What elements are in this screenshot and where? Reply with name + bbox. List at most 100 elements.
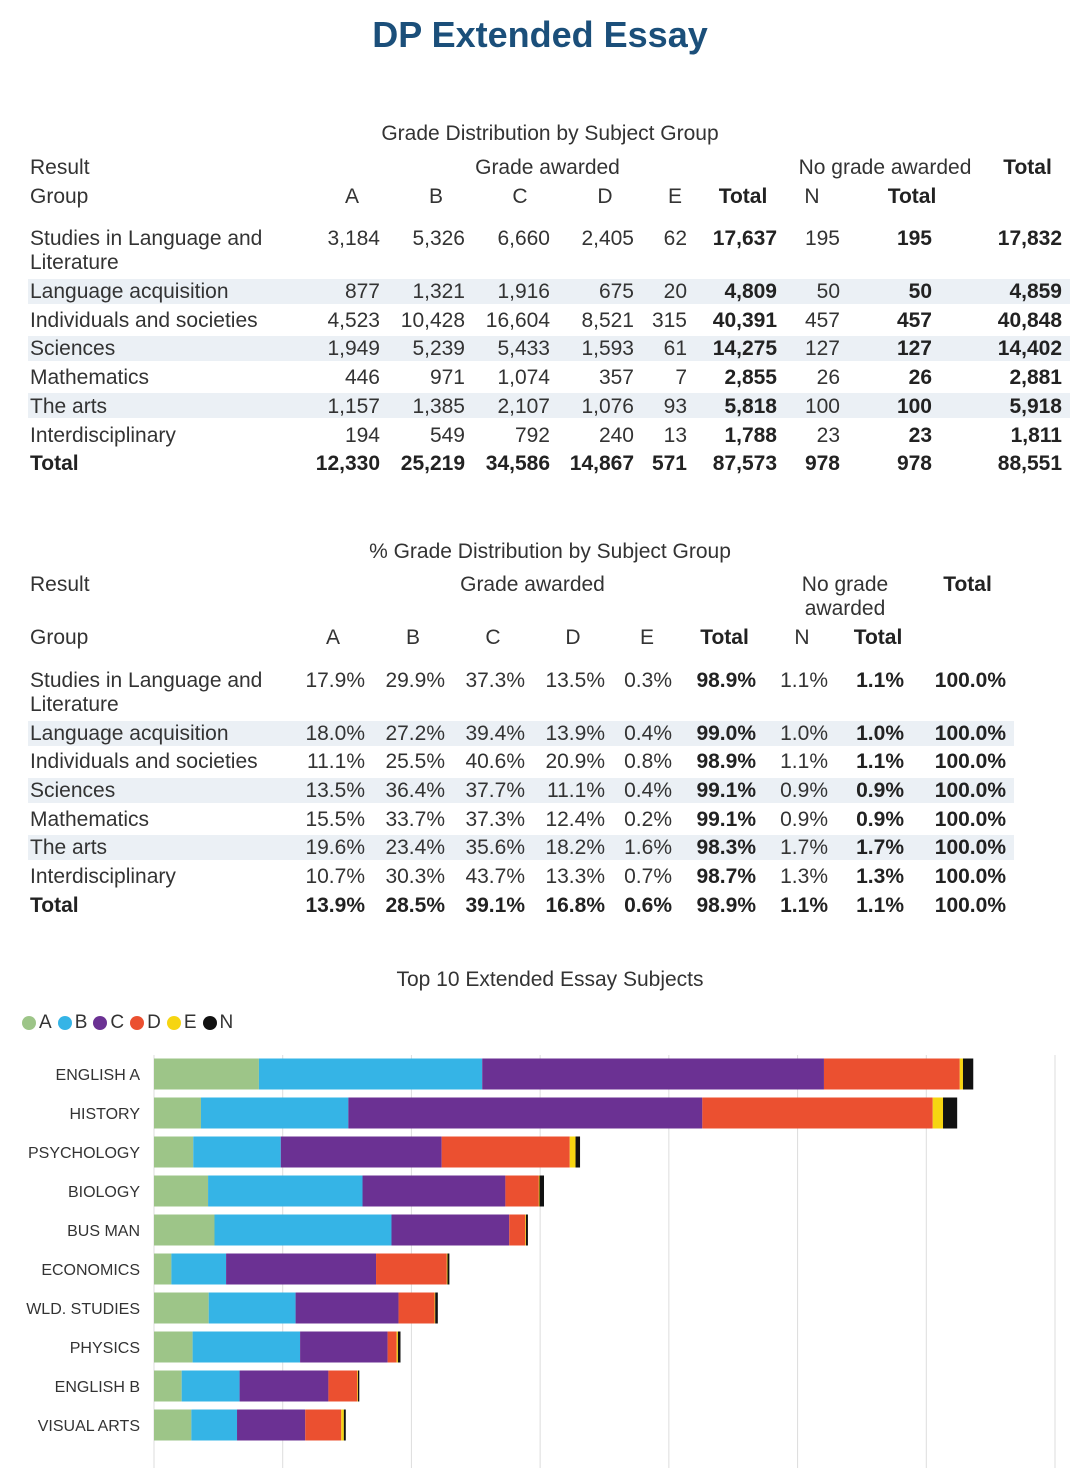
table-cell: 19.6% xyxy=(305,836,365,859)
table-cell: 14,275 xyxy=(712,337,777,360)
header-grade-awarded: Grade awarded xyxy=(460,573,605,596)
table-cell: 99.0% xyxy=(696,722,756,745)
table-cell: 25.5% xyxy=(385,750,445,773)
bar-segment-e xyxy=(569,1136,576,1168)
bar-segment-b xyxy=(200,1097,349,1129)
table-cell: 7 xyxy=(675,366,687,389)
bar-segment-a xyxy=(154,1331,193,1363)
header-grade-awarded: Grade awarded xyxy=(475,156,620,179)
table-cell: 0.4% xyxy=(624,722,672,745)
bar-segment-d xyxy=(328,1370,358,1402)
category-label: HISTORY xyxy=(69,1106,140,1123)
table-cell: 20.9% xyxy=(545,750,605,773)
category-label: ENGLISH A xyxy=(56,1067,141,1084)
table-cell: 8,521 xyxy=(581,309,634,332)
bar-segment-d xyxy=(305,1409,342,1441)
row-label: Interdisciplinary xyxy=(30,865,176,888)
table-cell: 6,660 xyxy=(497,227,550,250)
legend-label-n: N xyxy=(219,1012,234,1033)
legend-label-c: C xyxy=(110,1012,125,1033)
table-cell: 37.3% xyxy=(465,808,525,831)
table-cell: 30.3% xyxy=(385,865,445,888)
row-label: Individuals and societies xyxy=(30,750,258,773)
table-cell: 5,433 xyxy=(497,337,550,360)
header-col-3: D xyxy=(565,626,581,649)
total-cell: 34,586 xyxy=(485,452,550,475)
table-cell: 1.1% xyxy=(780,669,828,692)
table-cell: 11.1% xyxy=(307,750,365,773)
header-col-5: Total xyxy=(718,185,768,208)
bar-segment-a xyxy=(154,1097,201,1129)
header-col-2: C xyxy=(485,626,501,649)
row-label: The arts xyxy=(30,395,108,418)
legend-label-a: A xyxy=(39,1012,52,1033)
table-cell: 315 xyxy=(651,309,687,332)
table-cell: 40,848 xyxy=(997,309,1062,332)
row-stripe xyxy=(28,835,1014,860)
row-label-cont: Literature xyxy=(30,251,119,274)
table-cell: 29.9% xyxy=(385,669,445,692)
table-cell: 1,157 xyxy=(327,395,380,418)
legend-label-b: B xyxy=(74,1012,88,1033)
table-cell: 1,074 xyxy=(497,366,550,389)
row-label: Studies in Language and xyxy=(30,669,263,692)
table-cell: 195 xyxy=(804,227,840,250)
table-cell: 0.8% xyxy=(624,750,672,773)
table-cell: 4,859 xyxy=(1009,280,1062,303)
bar-segment-a xyxy=(154,1370,182,1402)
table-cell: 1.0% xyxy=(856,722,904,745)
bar-segment-a xyxy=(154,1175,209,1207)
row-stripe xyxy=(28,393,1070,418)
table-cell: 240 xyxy=(598,424,634,447)
header-col-2: C xyxy=(512,185,528,208)
table-cell: 37.7% xyxy=(465,779,525,802)
bar-segment-e xyxy=(932,1097,944,1129)
row-stripe xyxy=(28,279,1070,304)
total-cell: 25,219 xyxy=(400,452,465,475)
table-cell: 457 xyxy=(896,309,932,332)
bar-segment-b xyxy=(171,1253,227,1285)
table-cell: 11.1% xyxy=(547,779,605,802)
total-cell: 0.6% xyxy=(624,894,672,917)
table-cell: 0.4% xyxy=(624,779,672,802)
table-cell: 16,604 xyxy=(485,309,550,332)
legend-item-n: N xyxy=(202,1010,234,1036)
bar-segment-d xyxy=(702,1097,933,1129)
bar-segment-b xyxy=(258,1058,483,1090)
row-stripe xyxy=(28,336,1070,361)
table-cell: 1,593 xyxy=(581,337,634,360)
header-col-1: B xyxy=(428,185,443,208)
bar-segment-c xyxy=(295,1292,399,1324)
table-cell: 100.0% xyxy=(934,750,1006,773)
category-label: WLD. STUDIES xyxy=(26,1301,140,1318)
bar-segment-b xyxy=(208,1292,296,1324)
table-cell: 1.7% xyxy=(780,836,828,859)
table-cell: 10,428 xyxy=(400,309,465,332)
bar-segment-n xyxy=(343,1409,346,1441)
header-col-4: E xyxy=(639,626,654,649)
header-no-grade-2: awarded xyxy=(804,597,886,620)
bar-segment-c xyxy=(482,1058,824,1090)
legend-item-b: B xyxy=(57,1010,88,1036)
table-cell: 0.9% xyxy=(856,808,904,831)
header-col-0: A xyxy=(344,185,359,208)
table-cell: 446 xyxy=(344,366,380,389)
table-cell: 17,637 xyxy=(712,227,777,250)
total-row-label: Total xyxy=(30,452,79,475)
table-cell: 37.3% xyxy=(465,669,525,692)
table-cell: 1.1% xyxy=(856,669,904,692)
table-title: Grade Distribution by Subject Group xyxy=(381,122,719,145)
bar-segment-e xyxy=(396,1331,398,1363)
table-cell: 792 xyxy=(514,424,550,447)
header-col-7: Total xyxy=(853,626,903,649)
table-cell: 35.6% xyxy=(465,836,525,859)
legend-item-d: D xyxy=(130,1010,161,1036)
row-stripe xyxy=(28,721,1014,746)
table-cell: 1.3% xyxy=(780,865,828,888)
category-label: ENGLISH B xyxy=(55,1379,140,1396)
table-cell: 98.3% xyxy=(696,836,756,859)
table-cell: 43.7% xyxy=(465,865,525,888)
total-cell: 87,573 xyxy=(712,452,777,475)
bar-segment-a xyxy=(154,1292,209,1324)
table-cell: 127 xyxy=(804,337,840,360)
